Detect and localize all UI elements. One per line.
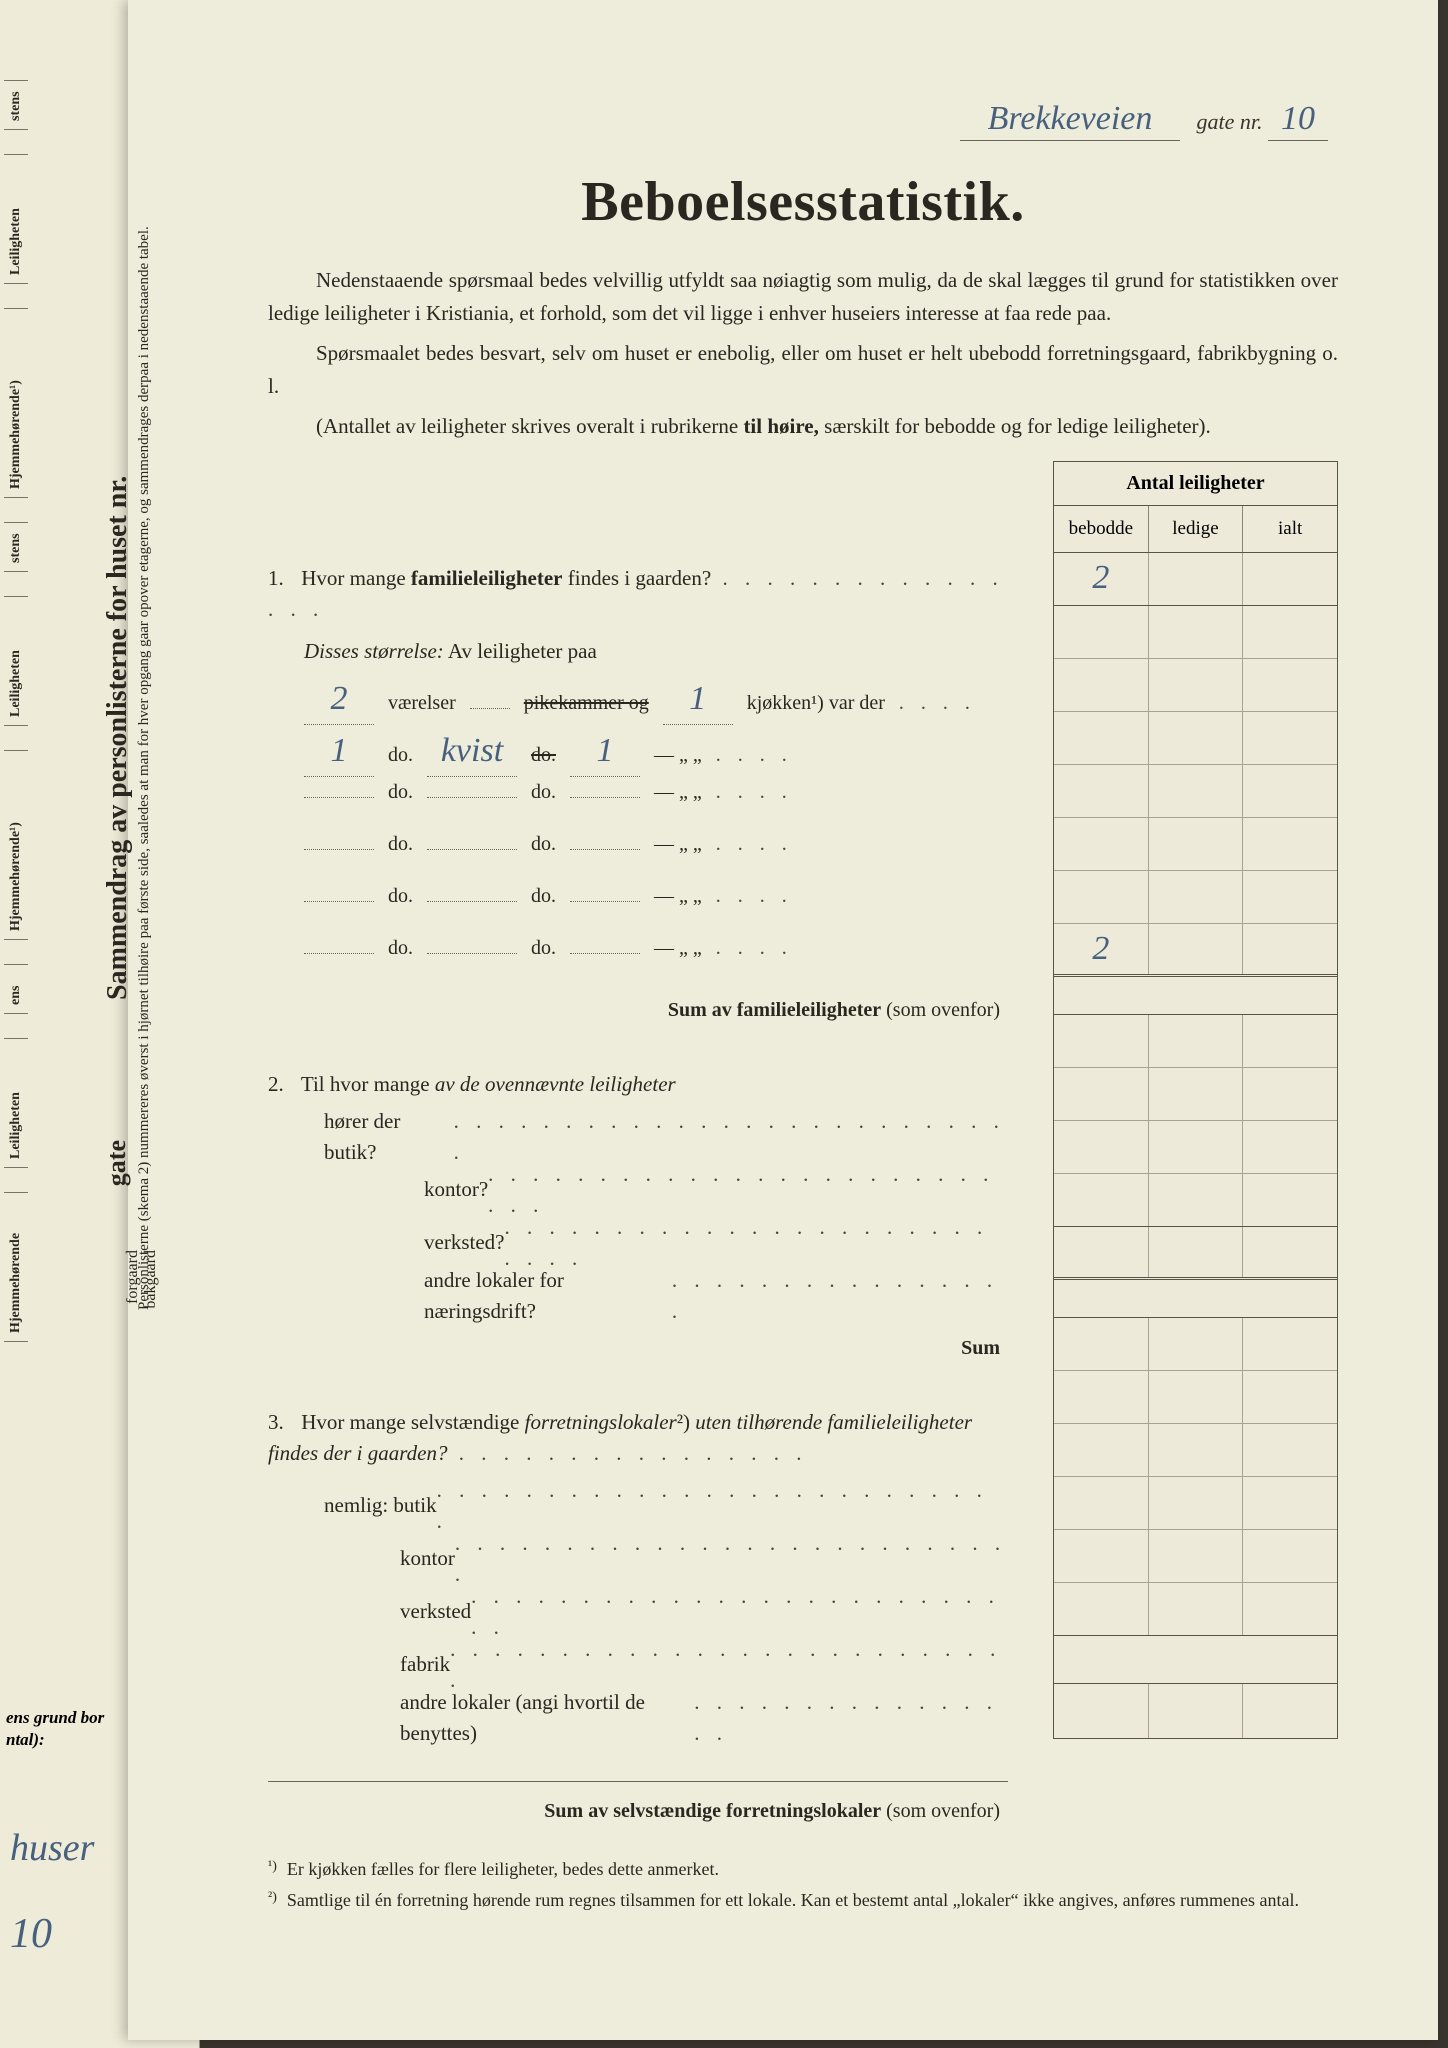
table-row	[1054, 1121, 1337, 1174]
q1-sum-value: 2	[1092, 930, 1109, 968]
size-row: do. do. — „ „	[304, 829, 1008, 881]
partial-cell: stens	[4, 80, 28, 130]
count-table: Antal leiligheter bebodde ledige ialt 2 …	[1053, 461, 1338, 1739]
footnote-1: ¹)Er kjøkken fælles for flere leilighete…	[268, 1856, 1338, 1883]
table-row: 2	[1054, 553, 1337, 606]
table-row	[1054, 818, 1337, 871]
q2-item: andre lokaler for næringsdrift?	[324, 1270, 1008, 1323]
q1-sum-line: Sum av familieleiligheter (som ovenfor)	[268, 995, 1008, 1025]
table-row	[1054, 1530, 1337, 1583]
col-bebodde: bebodde	[1054, 506, 1149, 552]
hand-number: 10	[10, 1910, 94, 1958]
margin-instruction: Personlisterne (skema 2) nummereres øver…	[136, 160, 153, 1310]
footnotes: ¹)Er kjøkken fælles for flere leilighete…	[268, 1856, 1338, 1914]
margin-forgaard: forgaard	[124, 1250, 142, 1304]
header-address-line: Brekkeveien gate nr. 10	[960, 100, 1328, 141]
left-partial-col: stens Leiligheten Hjemmehørende¹) stens …	[4, 80, 60, 1366]
q3-item: verksted	[324, 1586, 1008, 1639]
size-row: 1 do. kvist do. 1 — „ „	[304, 725, 1008, 777]
margin-heading: Sammendrag av personlisterne for huset n…	[102, 160, 134, 1000]
q2-sum: Sum	[268, 1333, 1008, 1363]
table-subheader: bebodde ledige ialt	[1054, 506, 1337, 553]
gate-nr-label: gate nr.	[1197, 109, 1263, 134]
margin-bakgaard: bakgaard	[142, 1250, 160, 1309]
table-gap	[1054, 1280, 1337, 1318]
table-row	[1054, 1583, 1337, 1636]
form-body: Antal leiligheter bebodde ledige ialt 2 …	[268, 461, 1338, 1826]
partial-cell: Leiligheten	[4, 596, 28, 726]
partial-cell: Hjemmehørende¹)	[4, 308, 28, 498]
q2-item: kontor?	[324, 1164, 1008, 1217]
q3-sum-line: Sum av selvstændige forretningslokaler (…	[268, 1796, 1008, 1826]
question-3: 3. Hvor mange selvstændige forretningslo…	[268, 1407, 1008, 1470]
q3-items: nemlig: butik kontor verksted fabrik and…	[324, 1480, 1008, 1745]
q3-item: kontor	[324, 1533, 1008, 1586]
intro-paragraph-2: Spørsmaalet bedes besvart, selv om huset…	[268, 337, 1338, 402]
table-gap	[1054, 977, 1337, 1015]
q1-size-rows: 2 værelser pikekammer og 1 kjøkken¹) var…	[304, 673, 1008, 985]
size-row: 2 værelser pikekammer og 1 kjøkken¹) var…	[304, 673, 1008, 725]
hand-text: huser	[10, 1826, 94, 1870]
intro-paragraph-1: Nedenstaaende spørsmaal bedes velvillig …	[268, 264, 1338, 329]
table-row	[1054, 712, 1337, 765]
question-1: 1. Hvor mange familieleiligheter findes …	[268, 563, 1008, 626]
table-row	[1054, 1371, 1337, 1424]
partial-cell: Hjemmehørende	[4, 1192, 28, 1342]
divider	[268, 1781, 1008, 1782]
col-ialt: ialt	[1243, 506, 1337, 552]
table-title: Antal leiligheter	[1054, 462, 1337, 506]
table-gap	[1054, 1636, 1337, 1684]
partial-cell: stens	[4, 522, 28, 572]
question-2: 2. Til hvor mange av de ovennævnte leili…	[268, 1069, 1008, 1101]
q3-item: andre lokaler (angi hvortil de benyttes)	[324, 1692, 1008, 1745]
table-row	[1054, 1424, 1337, 1477]
q2-items: hører der butik? kontor? verksted? andre…	[324, 1111, 1008, 1323]
table-row	[1054, 871, 1337, 924]
grund-text: ens grund bor	[6, 1708, 104, 1728]
table-row	[1054, 659, 1337, 712]
table-row	[1054, 606, 1337, 659]
main-form-page: Sammendrag av personlisterne for huset n…	[128, 0, 1438, 2040]
page-title: Beboelsesstatistik.	[268, 170, 1338, 234]
ntal-text: ntal):	[6, 1730, 45, 1750]
size-row: do. do. — „ „	[304, 881, 1008, 933]
footnote-2: ²)Samtlige til én forretning hørende rum…	[268, 1887, 1338, 1914]
partial-cell: Hjemmehørende¹)	[4, 750, 28, 940]
table-row	[1054, 1477, 1337, 1530]
col-ledige: ledige	[1149, 506, 1244, 552]
q3-item: fabrik	[324, 1639, 1008, 1692]
gate-nr-value: 10	[1268, 100, 1328, 141]
margin-gate: gate	[102, 1140, 132, 1186]
intro-paragraph-3: (Antallet av leiligheter skrives overalt…	[268, 410, 1338, 443]
partial-cell: Leiligheten	[4, 1038, 28, 1168]
partial-cell: ens	[4, 964, 28, 1014]
partial-cell: Leiligheten	[4, 154, 28, 284]
size-row: do. do. — „ „	[304, 933, 1008, 985]
table-row	[1054, 1015, 1337, 1068]
q2-item: verksted?	[324, 1217, 1008, 1270]
street-name-handwritten: Brekkeveien	[960, 100, 1180, 141]
q2-item: hører der butik?	[324, 1111, 1008, 1164]
q1-disses: Disses størrelse: Av leiligheter paa	[304, 636, 1008, 668]
size-row: do. do. — „ „	[304, 777, 1008, 829]
table-row	[1054, 1068, 1337, 1121]
table-row-sum	[1054, 1227, 1337, 1280]
table-row	[1054, 765, 1337, 818]
bottom-handwriting: huser 10	[10, 1826, 94, 1958]
q3-item: nemlig: butik	[324, 1480, 1008, 1533]
table-row-sum	[1054, 1684, 1337, 1738]
questions-column: 1. Hvor mange familieleiligheter findes …	[268, 461, 1008, 1826]
table-row	[1054, 1174, 1337, 1227]
table-row-sum: 2	[1054, 924, 1337, 977]
q1-bebodde-value: 2	[1092, 559, 1109, 597]
table-row	[1054, 1318, 1337, 1371]
